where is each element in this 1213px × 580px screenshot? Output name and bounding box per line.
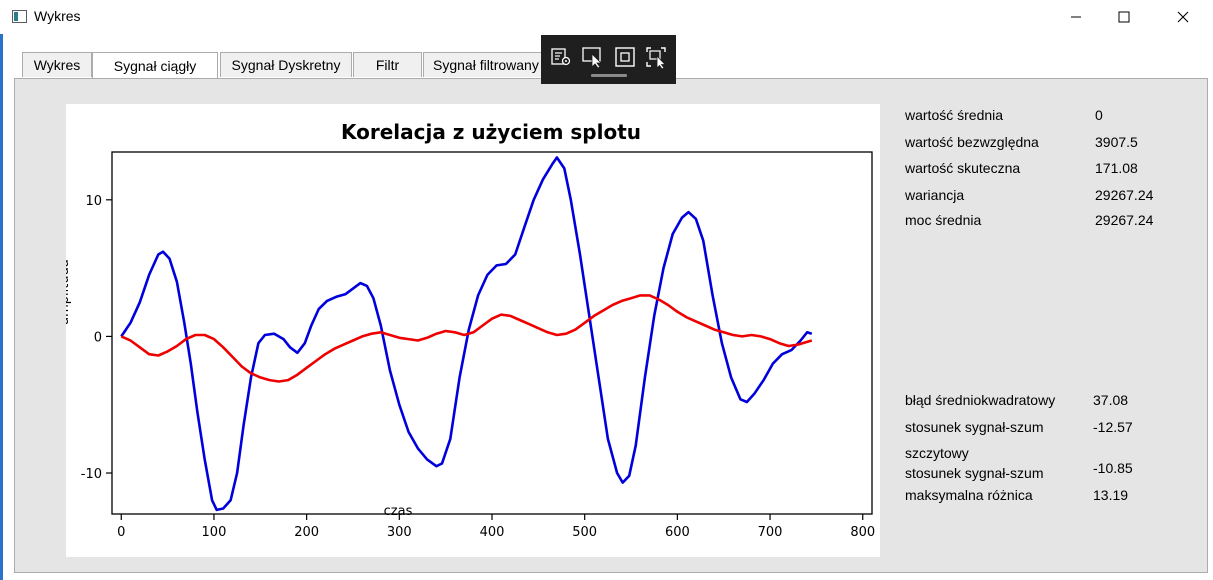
app-icon xyxy=(12,10,27,23)
minimize-icon xyxy=(1071,16,1081,18)
error-label-line1: szczytowy xyxy=(905,445,969,461)
stat-label: wartość skuteczna xyxy=(905,160,1021,176)
chart-area: Korelacja z użyciem splotu 0 100 200 300 400… xyxy=(57,104,880,557)
error-label: błąd średniokwadratowy xyxy=(905,392,1056,408)
tab-filtr[interactable]: Filtr xyxy=(353,52,422,77)
stat-value: 29267.24 xyxy=(1095,187,1154,203)
stat-value: 0 xyxy=(1095,107,1103,123)
capture-toolbar[interactable] xyxy=(541,35,676,84)
x-tick-label: 0 xyxy=(117,525,125,540)
error-value: -10.85 xyxy=(1093,460,1133,476)
y-axis-label: amplituda xyxy=(66,259,72,325)
x-tick-label: 400 xyxy=(480,525,505,540)
x-tick-label: 300 xyxy=(387,525,412,540)
stat-value: 29267.24 xyxy=(1095,212,1154,228)
series-line-1 xyxy=(120,156,813,512)
tab-sygnal-dyskretny[interactable]: Sygnał Dyskretny xyxy=(220,52,352,77)
region-capture-icon[interactable] xyxy=(644,45,668,69)
y-tick-label: 10 xyxy=(85,194,102,209)
error-label-line2: stosunek sygnał-szum xyxy=(905,465,1044,481)
error-label: stosunek sygnał-szum xyxy=(905,419,1044,435)
x-tick-label: 200 xyxy=(294,525,319,540)
title-bar[interactable]: Wykres xyxy=(0,0,1213,34)
error-value: 37.08 xyxy=(1093,392,1129,408)
tab-sygnal-filtrowany[interactable]: Sygnał filtrowany xyxy=(423,52,555,77)
x-tick-label: 600 xyxy=(665,525,690,540)
record-settings-icon[interactable] xyxy=(549,45,573,69)
x-tick-label: 700 xyxy=(758,525,783,540)
error-label: maksymalna różnica xyxy=(905,487,1033,503)
close-button[interactable] xyxy=(1160,0,1206,34)
x-tick-label: 500 xyxy=(572,525,597,540)
series-line-2 xyxy=(120,294,813,383)
close-icon xyxy=(1177,11,1189,23)
stat-label: moc średnia xyxy=(905,212,982,228)
chart-title: Korelacja z użyciem splotu xyxy=(341,120,641,144)
tab-sygnal-ciagly[interactable]: Sygnał ciągły xyxy=(92,52,218,79)
fullscreen-capture-icon[interactable] xyxy=(613,45,637,69)
stat-label: wartość średnia xyxy=(905,107,1004,123)
maximize-icon xyxy=(1118,11,1130,23)
maximize-button[interactable] xyxy=(1101,0,1147,34)
stat-value: 171.08 xyxy=(1095,160,1138,176)
stat-label: wartość bezwzględna xyxy=(905,134,1039,150)
select-cursor-icon[interactable] xyxy=(581,45,605,69)
error-value: -12.57 xyxy=(1093,419,1133,435)
correlation-chart: Korelacja z użyciem splotu 0 100 200 300 400… xyxy=(57,120,875,540)
error-value: 13.19 xyxy=(1093,487,1129,503)
plot-frame xyxy=(111,151,873,515)
minimize-button[interactable] xyxy=(1053,0,1099,34)
toolbar-drag-handle[interactable] xyxy=(591,74,627,77)
tab-wykres[interactable]: Wykres xyxy=(22,52,92,77)
stat-value: 3907.5 xyxy=(1095,134,1138,150)
x-tick-label: 100 xyxy=(202,525,227,540)
x-tick-label: 800 xyxy=(850,525,875,540)
x-axis-label: czas xyxy=(384,504,413,519)
y-tick-label: -10 xyxy=(81,467,102,482)
window-title: Wykres xyxy=(34,8,81,24)
stat-label: wariancja xyxy=(905,187,965,203)
y-tick-label: 0 xyxy=(94,330,102,345)
window-edge xyxy=(0,0,3,580)
